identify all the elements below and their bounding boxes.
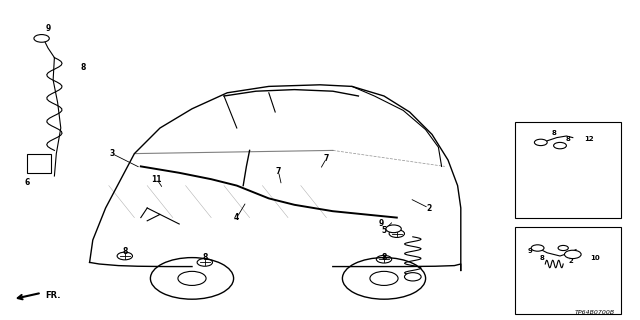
Text: FR.: FR. — [45, 292, 60, 300]
Text: 8: 8 — [202, 253, 207, 262]
Circle shape — [554, 142, 566, 149]
Text: 5: 5 — [381, 226, 387, 235]
Circle shape — [558, 245, 568, 251]
Text: 4: 4 — [234, 213, 239, 222]
Circle shape — [534, 139, 547, 146]
Bar — [515, 227, 621, 314]
Text: 8: 8 — [551, 130, 556, 136]
Text: 12: 12 — [584, 136, 594, 142]
Circle shape — [404, 273, 421, 281]
Text: 6: 6 — [24, 178, 29, 187]
Bar — [27, 154, 51, 173]
Text: 2: 2 — [568, 258, 573, 264]
Text: 7: 7 — [276, 167, 281, 176]
Circle shape — [34, 35, 49, 42]
Text: 3: 3 — [109, 149, 115, 158]
Text: 8: 8 — [381, 253, 387, 262]
Text: 9: 9 — [378, 220, 383, 228]
Text: 11: 11 — [152, 175, 162, 184]
Circle shape — [531, 245, 544, 251]
Text: 8: 8 — [540, 255, 545, 260]
Text: 10: 10 — [590, 255, 600, 260]
Text: TP64B0700B: TP64B0700B — [574, 309, 614, 315]
Text: 2: 2 — [426, 204, 431, 212]
Circle shape — [386, 225, 401, 233]
Text: 9: 9 — [45, 24, 51, 33]
Text: 8: 8 — [566, 136, 571, 142]
Circle shape — [564, 250, 581, 259]
Text: 7: 7 — [324, 154, 329, 163]
Text: 9: 9 — [527, 248, 532, 254]
Bar — [515, 122, 621, 218]
Text: 8: 8 — [122, 247, 127, 256]
Text: 8: 8 — [81, 63, 86, 72]
